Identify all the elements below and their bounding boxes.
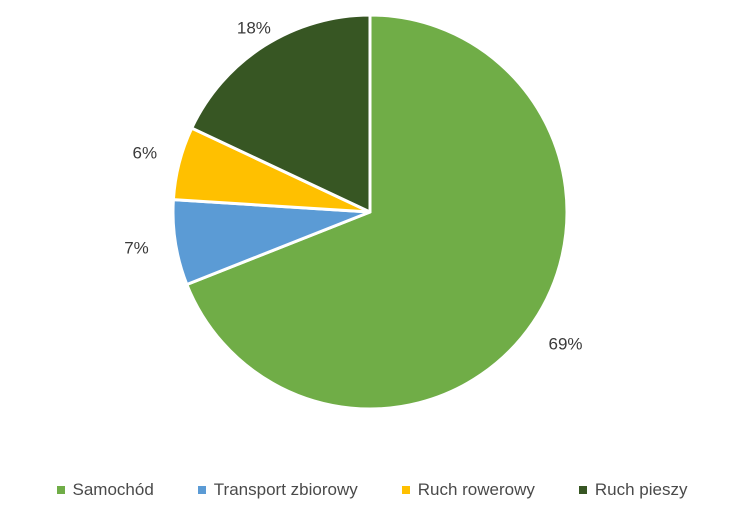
data-label-ruch-pieszy: 18% [237, 19, 271, 38]
legend-swatch-ruch-rowerowy [401, 486, 410, 494]
chart-legend: Samochód Transport zbiorowy Ruch rowerow… [0, 480, 744, 500]
legend-item-ruch-rowerowy: Ruch rowerowy [401, 480, 535, 500]
legend-label-samochod: Samochód [72, 480, 154, 499]
legend-swatch-transport-zbiorowy [197, 486, 206, 494]
legend-swatch-ruch-pieszy [578, 486, 587, 494]
pie-slice-ruch-pieszy [190, 13, 372, 214]
data-label-transport-zbiorowy: 7% [124, 238, 149, 257]
legend-label-ruch-pieszy: Ruch pieszy [594, 480, 688, 499]
data-label-ruch-rowerowy: 6% [133, 144, 158, 163]
pie-slice-samochod [185, 13, 569, 411]
legend-item-transport-zbiorowy: Transport zbiorowy [197, 480, 358, 500]
pie-chart-plot: 69% 7% 6% 18% [124, 13, 583, 411]
legend-swatch-samochod [56, 486, 65, 494]
legend-item-ruch-pieszy: Ruch pieszy [578, 480, 688, 500]
legend-label-transport-zbiorowy: Transport zbiorowy [213, 480, 358, 499]
legend-item-samochod: Samochód [56, 480, 154, 500]
data-label-samochod: 69% [549, 334, 583, 353]
legend-label-ruch-rowerowy: Ruch rowerowy [417, 480, 535, 499]
